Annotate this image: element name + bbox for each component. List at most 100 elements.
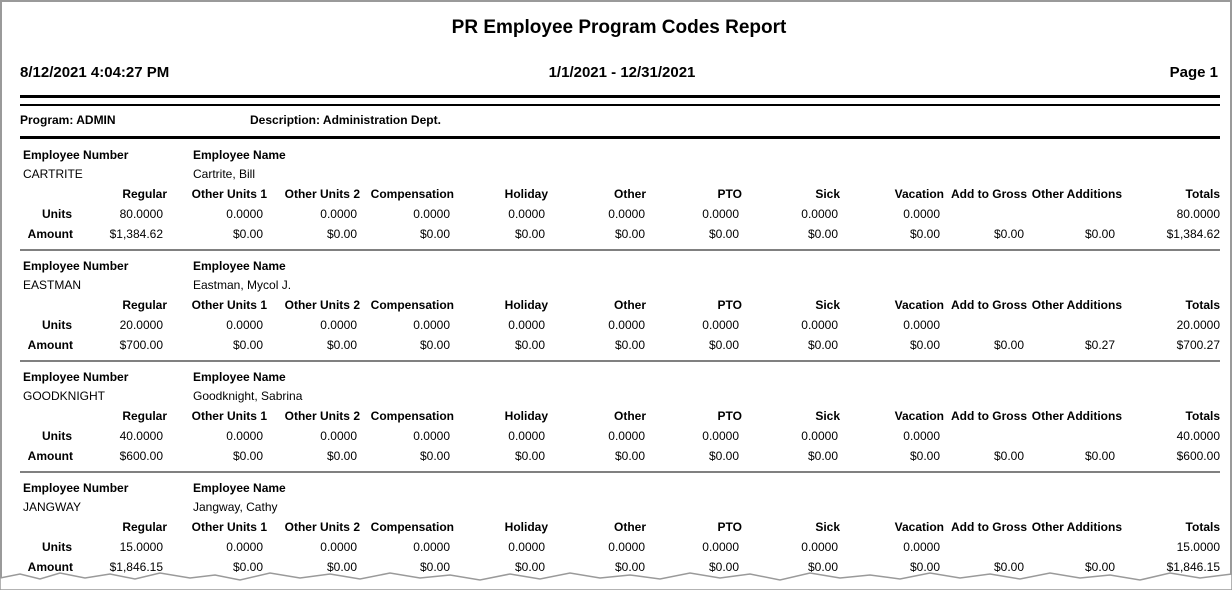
units-value: 0.0000 xyxy=(702,540,739,554)
rule xyxy=(20,104,1220,106)
amount-value: $0.00 xyxy=(1085,449,1115,463)
page-number: Page 1 xyxy=(1170,64,1218,81)
units-value: 0.0000 xyxy=(801,318,838,332)
column-header: Sick xyxy=(815,409,840,423)
amount-value: $0.00 xyxy=(709,449,739,463)
amount-value: $0.00 xyxy=(615,338,645,352)
rule xyxy=(20,95,1220,98)
column-header: Totals xyxy=(1186,298,1221,312)
employee-number: CARTRITE xyxy=(23,167,83,181)
units-value: 0.0000 xyxy=(801,540,838,554)
torn-edge xyxy=(0,572,1232,591)
amount-value: $700.27 xyxy=(1177,338,1221,352)
units-value: 0.0000 xyxy=(508,540,545,554)
row-label: Amount xyxy=(28,338,73,352)
column-header: Add to Gross xyxy=(951,187,1027,201)
column-header: PTO xyxy=(718,409,742,423)
amount-value: $0.00 xyxy=(327,449,357,463)
label: Employee Name xyxy=(193,148,286,162)
units-value: 0.0000 xyxy=(226,429,263,443)
units-value: 0.0000 xyxy=(413,540,450,554)
column-header: Other Units 1 xyxy=(192,298,268,312)
column-header: Holiday xyxy=(505,409,549,423)
amount-value: $1,384.62 xyxy=(110,227,164,241)
amount-value: $0.00 xyxy=(420,449,450,463)
units-value: 0.0000 xyxy=(903,207,940,221)
units-value: 20.0000 xyxy=(1177,318,1221,332)
amount-value: $0.00 xyxy=(420,227,450,241)
column-header: Other Additions xyxy=(1032,187,1123,201)
amount-value: $0.00 xyxy=(515,449,545,463)
amount-value: $0.00 xyxy=(910,560,940,574)
report-title: PR Employee Program Codes Report xyxy=(452,17,787,38)
column-header: Totals xyxy=(1186,520,1221,534)
amount-value: $0.00 xyxy=(420,560,450,574)
amount-value: $0.00 xyxy=(615,560,645,574)
units-value: 0.0000 xyxy=(413,318,450,332)
units-value: 0.0000 xyxy=(608,540,645,554)
amount-value: $0.00 xyxy=(994,338,1024,352)
rule xyxy=(20,136,1220,139)
amount-value: $0.00 xyxy=(515,227,545,241)
amount-value: $0.00 xyxy=(327,560,357,574)
amount-value: $0.00 xyxy=(233,338,263,352)
column-header: Holiday xyxy=(505,298,549,312)
units-value: 40.0000 xyxy=(120,429,164,443)
date-range: 1/1/2021 - 12/31/2021 xyxy=(549,64,696,81)
column-header: Other xyxy=(614,409,646,423)
column-header: Other Units 2 xyxy=(285,298,361,312)
column-header: Other Additions xyxy=(1032,298,1123,312)
units-value: 0.0000 xyxy=(413,429,450,443)
row-label: Units xyxy=(42,540,72,554)
units-value: 0.0000 xyxy=(508,318,545,332)
label: Employee Number xyxy=(23,148,129,162)
label: Employee Name xyxy=(193,259,286,273)
amount-value: $0.00 xyxy=(233,227,263,241)
employee-number: JANGWAY xyxy=(23,500,81,514)
column-header: Regular xyxy=(122,187,167,201)
column-header: Compensation xyxy=(371,298,454,312)
units-value: 0.0000 xyxy=(903,540,940,554)
row-label: Units xyxy=(42,207,72,221)
column-header: PTO xyxy=(718,298,742,312)
amount-value: $700.00 xyxy=(120,338,164,352)
employee-name: Eastman, Mycol J. xyxy=(193,278,291,292)
row-label: Amount xyxy=(28,449,73,463)
units-value: 0.0000 xyxy=(608,207,645,221)
column-header: Holiday xyxy=(505,520,549,534)
column-header: Compensation xyxy=(371,187,454,201)
amount-value: $1,384.62 xyxy=(1167,227,1221,241)
amount-value: $0.00 xyxy=(709,338,739,352)
amount-value: $0.00 xyxy=(709,560,739,574)
column-header: Other xyxy=(614,298,646,312)
amount-value: $0.00 xyxy=(994,227,1024,241)
column-header: Other Units 1 xyxy=(192,520,268,534)
units-value: 0.0000 xyxy=(801,429,838,443)
program: Program: ADMIN xyxy=(20,113,116,127)
units-value: 0.0000 xyxy=(702,207,739,221)
amount-value: $0.00 xyxy=(808,560,838,574)
amount-value: $0.00 xyxy=(994,560,1024,574)
units-value: 0.0000 xyxy=(226,318,263,332)
column-header: Other Units 1 xyxy=(192,409,268,423)
amount-value: $0.00 xyxy=(233,449,263,463)
employee-name: Jangway, Cathy xyxy=(193,500,278,514)
amount-value: $1,846.15 xyxy=(110,560,164,574)
amount-value: $0.00 xyxy=(515,560,545,574)
units-value: 0.0000 xyxy=(608,429,645,443)
employee-number: EASTMAN xyxy=(23,278,81,292)
amount-value: $0.00 xyxy=(910,449,940,463)
units-value: 0.0000 xyxy=(608,318,645,332)
amount-value: $0.00 xyxy=(327,227,357,241)
column-header: Sick xyxy=(815,520,840,534)
units-value: 15.0000 xyxy=(1177,540,1221,554)
units-value: 0.0000 xyxy=(226,207,263,221)
units-value: 0.0000 xyxy=(413,207,450,221)
column-header: Add to Gross xyxy=(951,409,1027,423)
column-header: Vacation xyxy=(895,187,944,201)
units-value: 40.0000 xyxy=(1177,429,1221,443)
employee-list: Employee Number Employee Name CARTRITE Cart… xyxy=(20,148,1220,574)
amount-value: $600.00 xyxy=(1177,449,1221,463)
column-header: Other Units 2 xyxy=(285,187,361,201)
